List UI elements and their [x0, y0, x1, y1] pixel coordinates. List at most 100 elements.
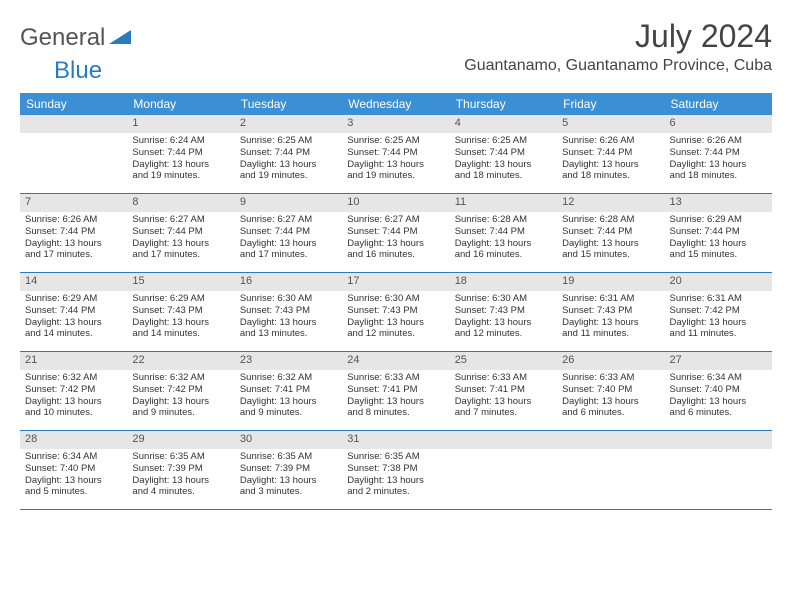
daylight-text: Daylight: 13 hours [132, 317, 229, 329]
daylight-text: Daylight: 13 hours [132, 159, 229, 171]
brand-triangle-icon [109, 28, 131, 49]
sunset-text: Sunset: 7:43 PM [240, 305, 337, 317]
sunset-text: Sunset: 7:44 PM [562, 226, 659, 238]
day-details: Sunrise: 6:30 AMSunset: 7:43 PMDaylight:… [342, 291, 449, 345]
calendar-day: 11Sunrise: 6:28 AMSunset: 7:44 PMDayligh… [450, 194, 557, 272]
sunrise-text: Sunrise: 6:35 AM [132, 451, 229, 463]
day-number: 22 [127, 352, 234, 370]
daylight-text: and 11 minutes. [670, 328, 767, 340]
sunset-text: Sunset: 7:44 PM [455, 147, 552, 159]
daylight-text: and 9 minutes. [240, 407, 337, 419]
sunset-text: Sunset: 7:44 PM [455, 226, 552, 238]
sunset-text: Sunset: 7:40 PM [25, 463, 122, 475]
calendar-body: 1Sunrise: 6:24 AMSunset: 7:44 PMDaylight… [20, 115, 772, 510]
daylight-text: Daylight: 13 hours [240, 396, 337, 408]
sunset-text: Sunset: 7:42 PM [132, 384, 229, 396]
daylight-text: and 15 minutes. [670, 249, 767, 261]
daylight-text: and 6 minutes. [670, 407, 767, 419]
daylight-text: and 16 minutes. [455, 249, 552, 261]
day-details: Sunrise: 6:26 AMSunset: 7:44 PMDaylight:… [557, 133, 664, 187]
sunrise-text: Sunrise: 6:32 AM [132, 372, 229, 384]
daylight-text: Daylight: 13 hours [562, 159, 659, 171]
day-number: 24 [342, 352, 449, 370]
day-details: Sunrise: 6:26 AMSunset: 7:44 PMDaylight:… [20, 212, 127, 266]
calendar-day: 27Sunrise: 6:34 AMSunset: 7:40 PMDayligh… [665, 352, 772, 430]
day-number: 19 [557, 273, 664, 291]
calendar-day: 13Sunrise: 6:29 AMSunset: 7:44 PMDayligh… [665, 194, 772, 272]
sunrise-text: Sunrise: 6:34 AM [25, 451, 122, 463]
sunset-text: Sunset: 7:38 PM [347, 463, 444, 475]
sunset-text: Sunset: 7:44 PM [670, 147, 767, 159]
sunset-text: Sunset: 7:39 PM [240, 463, 337, 475]
day-number: 11 [450, 194, 557, 212]
location: Guantanamo, Guantanamo Province, Cuba [464, 57, 772, 75]
calendar-day: 21Sunrise: 6:32 AMSunset: 7:42 PMDayligh… [20, 352, 127, 430]
sunset-text: Sunset: 7:44 PM [25, 226, 122, 238]
daylight-text: Daylight: 13 hours [25, 475, 122, 487]
weekday-header: Sunday [20, 93, 127, 115]
day-number: 23 [235, 352, 342, 370]
daylight-text: Daylight: 13 hours [132, 475, 229, 487]
weekday-header: Saturday [665, 93, 772, 115]
daylight-text: Daylight: 13 hours [240, 238, 337, 250]
calendar-day: 1Sunrise: 6:24 AMSunset: 7:44 PMDaylight… [127, 115, 234, 193]
calendar-day-empty [20, 115, 127, 193]
daylight-text: Daylight: 13 hours [455, 396, 552, 408]
daylight-text: and 12 minutes. [455, 328, 552, 340]
day-details: Sunrise: 6:30 AMSunset: 7:43 PMDaylight:… [235, 291, 342, 345]
day-details: Sunrise: 6:33 AMSunset: 7:40 PMDaylight:… [557, 370, 664, 424]
day-number: 26 [557, 352, 664, 370]
day-details: Sunrise: 6:35 AMSunset: 7:38 PMDaylight:… [342, 449, 449, 503]
day-details: Sunrise: 6:35 AMSunset: 7:39 PMDaylight:… [235, 449, 342, 503]
calendar-day: 23Sunrise: 6:32 AMSunset: 7:41 PMDayligh… [235, 352, 342, 430]
daylight-text: and 19 minutes. [347, 170, 444, 182]
daylight-text: and 17 minutes. [25, 249, 122, 261]
calendar-day: 25Sunrise: 6:33 AMSunset: 7:41 PMDayligh… [450, 352, 557, 430]
calendar-day: 6Sunrise: 6:26 AMSunset: 7:44 PMDaylight… [665, 115, 772, 193]
day-number: 12 [557, 194, 664, 212]
daylight-text: Daylight: 13 hours [347, 475, 444, 487]
sunset-text: Sunset: 7:41 PM [240, 384, 337, 396]
sunset-text: Sunset: 7:43 PM [132, 305, 229, 317]
sunset-text: Sunset: 7:41 PM [455, 384, 552, 396]
sunset-text: Sunset: 7:42 PM [25, 384, 122, 396]
daylight-text: Daylight: 13 hours [240, 317, 337, 329]
day-details: Sunrise: 6:28 AMSunset: 7:44 PMDaylight:… [557, 212, 664, 266]
sunrise-text: Sunrise: 6:29 AM [132, 293, 229, 305]
sunrise-text: Sunrise: 6:30 AM [240, 293, 337, 305]
calendar-day: 15Sunrise: 6:29 AMSunset: 7:43 PMDayligh… [127, 273, 234, 351]
brand-logo: General [20, 24, 133, 52]
daylight-text: and 18 minutes. [670, 170, 767, 182]
day-details: Sunrise: 6:25 AMSunset: 7:44 PMDaylight:… [342, 133, 449, 187]
sunset-text: Sunset: 7:44 PM [240, 226, 337, 238]
calendar-day: 12Sunrise: 6:28 AMSunset: 7:44 PMDayligh… [557, 194, 664, 272]
daylight-text: Daylight: 13 hours [455, 238, 552, 250]
day-details: Sunrise: 6:35 AMSunset: 7:39 PMDaylight:… [127, 449, 234, 503]
day-number: 2 [235, 115, 342, 133]
sunrise-text: Sunrise: 6:27 AM [347, 214, 444, 226]
day-number: 4 [450, 115, 557, 133]
calendar-week: 1Sunrise: 6:24 AMSunset: 7:44 PMDaylight… [20, 115, 772, 194]
calendar-day: 29Sunrise: 6:35 AMSunset: 7:39 PMDayligh… [127, 431, 234, 509]
calendar-day: 30Sunrise: 6:35 AMSunset: 7:39 PMDayligh… [235, 431, 342, 509]
sunrise-text: Sunrise: 6:31 AM [670, 293, 767, 305]
sunset-text: Sunset: 7:44 PM [347, 147, 444, 159]
sunset-text: Sunset: 7:44 PM [132, 226, 229, 238]
day-number [450, 431, 557, 449]
day-number: 7 [20, 194, 127, 212]
day-details: Sunrise: 6:31 AMSunset: 7:42 PMDaylight:… [665, 291, 772, 345]
weekday-header: Friday [557, 93, 664, 115]
calendar: SundayMondayTuesdayWednesdayThursdayFrid… [20, 93, 772, 510]
day-details: Sunrise: 6:29 AMSunset: 7:44 PMDaylight:… [20, 291, 127, 345]
day-number: 18 [450, 273, 557, 291]
day-number: 5 [557, 115, 664, 133]
sunrise-text: Sunrise: 6:25 AM [347, 135, 444, 147]
brand-text-2: Blue [54, 57, 102, 84]
daylight-text: and 8 minutes. [347, 407, 444, 419]
day-details: Sunrise: 6:30 AMSunset: 7:43 PMDaylight:… [450, 291, 557, 345]
day-details: Sunrise: 6:33 AMSunset: 7:41 PMDaylight:… [450, 370, 557, 424]
calendar-day: 26Sunrise: 6:33 AMSunset: 7:40 PMDayligh… [557, 352, 664, 430]
day-details: Sunrise: 6:32 AMSunset: 7:42 PMDaylight:… [127, 370, 234, 424]
sunrise-text: Sunrise: 6:31 AM [562, 293, 659, 305]
sunset-text: Sunset: 7:44 PM [562, 147, 659, 159]
